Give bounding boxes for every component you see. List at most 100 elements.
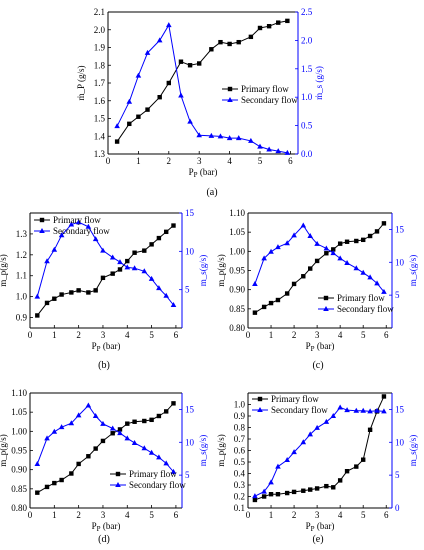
x-tick-label: 6: [174, 510, 179, 520]
secondary-point: [166, 22, 172, 28]
primary-point: [145, 107, 150, 112]
secondary-point: [135, 72, 142, 78]
y-tick-label: 2.0: [94, 25, 106, 35]
primary-point: [367, 233, 373, 239]
y2-tick-label: 1.0: [301, 92, 313, 102]
y-tick-label: 0.9: [16, 313, 28, 323]
secondary-point: [300, 439, 307, 445]
legend-marker-triangle: [227, 97, 233, 102]
x-axis-title: PP (bar): [92, 341, 121, 353]
x-tick-label: 0: [28, 510, 33, 520]
secondary-point: [141, 268, 148, 274]
legend-marker-triangle: [115, 482, 121, 487]
primary-point: [218, 39, 223, 45]
y-tick-label: 0.6: [234, 446, 246, 456]
secondary-point: [314, 424, 320, 430]
y-tick-label: 1.10: [229, 208, 245, 218]
primary-point: [268, 300, 274, 306]
primary-point: [69, 471, 74, 476]
secondary-point: [275, 463, 281, 469]
x-tick-label: 2: [292, 510, 297, 520]
y-tick-label: 1.8: [94, 60, 106, 70]
primary-point: [187, 63, 193, 68]
primary-point: [156, 413, 162, 419]
x-tick-label: 5: [258, 156, 263, 166]
y2-axis-title: m_s(g/s): [198, 435, 208, 467]
y-tick-label: 1.4: [94, 131, 106, 141]
secondary-point: [156, 454, 162, 460]
x-tick-label: 4: [125, 510, 130, 520]
y-tick-label: 1.05: [229, 227, 245, 237]
primary-point: [142, 248, 147, 253]
secondary-point: [344, 407, 350, 413]
panel-label: (b): [98, 360, 110, 371]
secondary-point: [58, 232, 65, 238]
primary-point: [149, 242, 154, 247]
primary-point: [331, 247, 336, 252]
secondary-point: [381, 288, 387, 294]
primary-point: [132, 419, 137, 424]
y2-tick-label: 5: [185, 470, 190, 480]
y-tick-label: 1.05: [11, 407, 27, 417]
secondary-point: [284, 457, 290, 463]
primary-point: [337, 478, 343, 483]
secondary-point: [261, 488, 267, 494]
primary-point: [178, 59, 184, 64]
secondary-point: [178, 92, 184, 98]
secondary-point: [68, 420, 75, 426]
primary-point: [367, 427, 373, 432]
x-tick-label: 4: [227, 156, 232, 166]
secondary-point: [85, 223, 92, 229]
legend-label: Secondary flow: [129, 480, 186, 490]
primary-point: [354, 464, 359, 469]
legend-label: Secondary flow: [271, 405, 328, 415]
y-tick-label: 2.1: [94, 7, 105, 17]
y-tick-label: 0.95: [11, 446, 27, 456]
x-tick-label: 1: [52, 510, 57, 520]
secondary-point: [156, 37, 163, 43]
primary-point: [291, 489, 297, 495]
primary-point: [35, 490, 40, 495]
primary-point: [136, 114, 141, 119]
y-axis-title: ṁ_P (g/s): [76, 66, 86, 101]
y2-tick-label: 2.5: [301, 7, 313, 17]
legend-marker-square: [39, 217, 45, 223]
legend-marker-square: [115, 471, 121, 477]
panel-label: (c): [312, 360, 323, 371]
primary-point: [261, 304, 267, 310]
secondary-point: [307, 233, 314, 238]
secondary-point: [353, 265, 360, 271]
secondary-point: [226, 135, 233, 141]
primary-point: [301, 274, 306, 279]
primary-point: [166, 80, 171, 86]
primary-point: [285, 18, 290, 24]
secondary-point: [300, 222, 307, 228]
primary-point: [35, 313, 40, 318]
secondary-point: [75, 412, 82, 418]
secondary-point: [353, 407, 360, 413]
y-tick-label: 0.8: [234, 423, 246, 433]
y-tick-label: 0.85: [229, 304, 245, 314]
y2-tick-label: 15: [395, 224, 405, 234]
x-tick-label: 1: [52, 330, 57, 340]
y2-tick-label: 0.5: [301, 121, 313, 131]
primary-point: [132, 250, 137, 255]
primary-point: [93, 446, 98, 451]
primary-point: [374, 229, 380, 234]
primary-point: [163, 229, 169, 235]
secondary-point: [131, 439, 138, 445]
y-tick-label: 1.7: [94, 78, 106, 88]
primary-point: [308, 487, 313, 492]
panel-a: 0 1 2 3 4 5 6 1.3 1.4 1.5 1.6 1.7 1.8 1.9 2.0 2.1 0.0 0.5…: [76, 7, 324, 198]
legend-label: Primary flow: [129, 469, 177, 479]
y2-tick-label: 0.0: [301, 149, 313, 159]
primary-point: [171, 401, 176, 406]
x-tick-label: 2: [76, 510, 81, 520]
x-axis-title: PP (bar): [92, 521, 121, 533]
secondary-point: [323, 418, 330, 424]
primary-point: [149, 417, 154, 423]
secondary-point: [100, 420, 106, 426]
x-tick-label: 3: [315, 510, 320, 520]
secondary-point: [124, 264, 131, 270]
x-axis-title: PP (bar): [306, 341, 335, 353]
